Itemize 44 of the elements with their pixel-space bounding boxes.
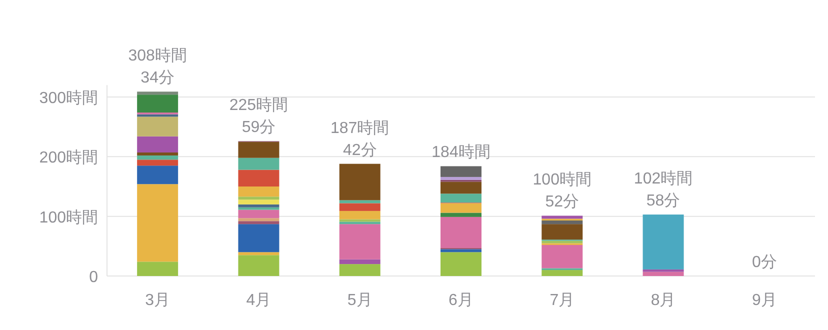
total-label: 225時間 59分 xyxy=(229,96,288,136)
y-tick-label: 100時間 xyxy=(39,208,98,226)
bar xyxy=(137,262,178,276)
bar xyxy=(440,252,482,276)
bar xyxy=(339,203,380,211)
bar xyxy=(440,182,482,194)
bar xyxy=(238,224,280,252)
x-tick-label: 7月 xyxy=(550,292,575,309)
bar xyxy=(440,203,482,213)
total-label: 100時間 52分 xyxy=(532,170,592,211)
x-tick-label: 6月 xyxy=(448,292,474,309)
bar xyxy=(440,194,482,203)
bar xyxy=(440,166,482,177)
bar xyxy=(542,270,583,276)
bar xyxy=(642,214,684,270)
bar xyxy=(137,116,178,136)
bar xyxy=(238,221,280,224)
bar xyxy=(238,200,280,204)
y-tick-label: 0 xyxy=(89,269,98,286)
bar xyxy=(137,166,178,184)
bar xyxy=(440,176,482,180)
bar xyxy=(339,210,380,220)
bar xyxy=(339,264,380,276)
bar xyxy=(238,218,280,222)
bar xyxy=(238,158,280,170)
bar xyxy=(238,142,280,158)
x-tick-label: 9月 xyxy=(752,292,777,309)
bar xyxy=(137,92,178,95)
y-tick-label: 200時間 xyxy=(39,148,98,167)
x-tick-label: 8月 xyxy=(650,292,676,309)
total-label: 184時間 xyxy=(432,143,490,162)
total-label: 187時間 42分 xyxy=(330,118,390,159)
x-tick-label: 5月 xyxy=(347,292,372,309)
bar xyxy=(339,200,380,204)
total-label: 308時間 34分 xyxy=(128,46,187,87)
bar xyxy=(238,255,280,276)
bar xyxy=(339,164,380,200)
bar xyxy=(137,94,178,113)
y-tick-label: 300時間 xyxy=(39,89,98,107)
text: 0分 xyxy=(752,254,777,271)
x-tick-label: 3月 xyxy=(145,292,170,309)
bar xyxy=(238,204,280,208)
x-tick-label: 4月 xyxy=(246,292,272,309)
total-label: 102時間 58分 xyxy=(634,170,693,210)
